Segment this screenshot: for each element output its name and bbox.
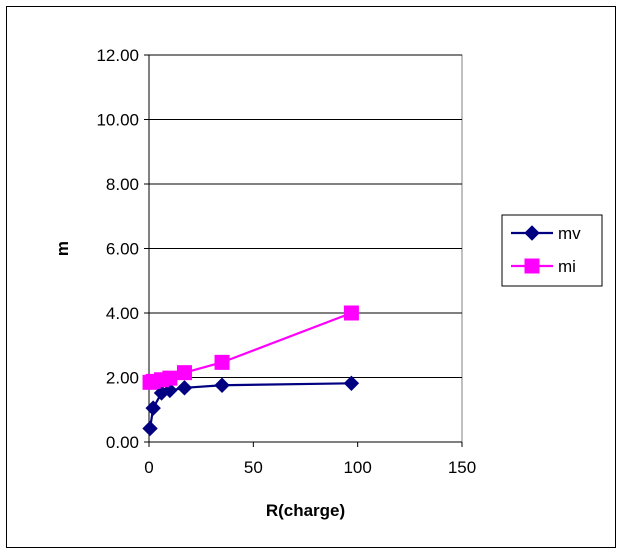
y-tick-label: 8.00 bbox=[106, 175, 139, 194]
y-tick-label: 10.00 bbox=[96, 111, 139, 130]
y-tick-label: 0.00 bbox=[106, 433, 139, 452]
gridlines bbox=[149, 54, 462, 378]
data-point-mi bbox=[176, 365, 192, 381]
series-mv bbox=[142, 375, 360, 437]
legend-marker-mi bbox=[524, 258, 540, 274]
data-point-mi bbox=[343, 305, 359, 321]
data-point-mv bbox=[142, 420, 158, 437]
legend-label: mv bbox=[558, 224, 581, 243]
x-tick-label: 0 bbox=[144, 458, 153, 477]
x-tick-label: 150 bbox=[448, 458, 476, 477]
y-tick-label: 2.00 bbox=[106, 369, 139, 388]
y-tick-label: 12.00 bbox=[96, 46, 139, 65]
y-tick-label: 4.00 bbox=[106, 304, 139, 323]
legend-box bbox=[501, 214, 603, 287]
y-axis-title: m bbox=[53, 241, 72, 256]
data-point-mv bbox=[176, 380, 193, 396]
x-tick-label: 50 bbox=[244, 458, 263, 477]
legend-label: mi bbox=[558, 257, 576, 276]
legend-item-mi: mi bbox=[511, 257, 576, 276]
data-point-mv bbox=[145, 400, 161, 416]
x-axis-ticks: 0 50 100 150 bbox=[144, 442, 476, 477]
data-point-mv bbox=[343, 375, 360, 392]
series-mi bbox=[142, 305, 359, 390]
data-point-mi bbox=[214, 354, 230, 370]
legend: mv mi bbox=[501, 214, 603, 287]
series-layer bbox=[142, 305, 360, 437]
legend-marker-mv bbox=[524, 225, 540, 241]
x-axis-title: R(charge) bbox=[266, 501, 345, 520]
y-tick-label: 6.00 bbox=[106, 240, 139, 259]
data-point-mi bbox=[162, 370, 178, 386]
legend-item-mv: mv bbox=[511, 224, 581, 243]
data-point-mv bbox=[214, 377, 230, 393]
x-tick-label: 100 bbox=[343, 458, 371, 477]
y-axis-ticks: 0.00 2.00 4.00 6.00 8.00 10.00 12.00 bbox=[96, 46, 149, 452]
